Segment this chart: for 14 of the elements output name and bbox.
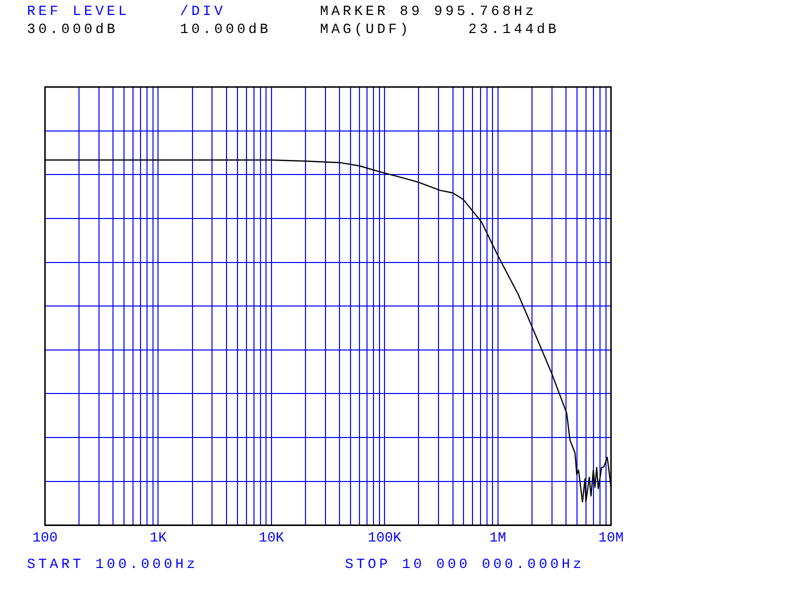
text: /DIV — [180, 4, 226, 20]
x-tick-label: 1K — [150, 530, 168, 546]
text: REF LEVEL — [27, 4, 130, 20]
text: MAG(UDF) 23.144dB — [320, 22, 560, 38]
text: START 100.000Hz — [27, 557, 198, 573]
text: 10.000dB — [180, 22, 272, 38]
x-tick-label: 100K — [368, 530, 402, 546]
x-tick-label: 100 — [32, 530, 58, 546]
text: STOP 10 000 000.000Hz — [345, 557, 584, 573]
x-tick-label: 1M — [489, 530, 506, 546]
text: 30.000dB — [27, 22, 118, 38]
x-tick-label: 10M — [598, 530, 624, 546]
text: MARKER 89 995.768Hz — [320, 4, 537, 20]
x-tick-label: 10K — [258, 530, 285, 546]
